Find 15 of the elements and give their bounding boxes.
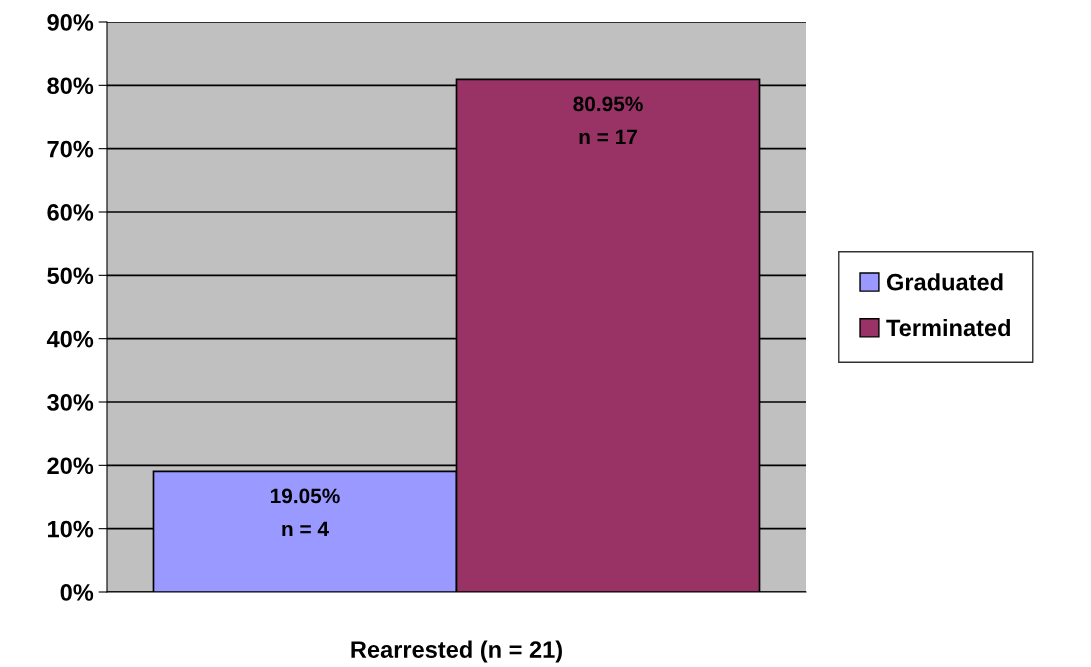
y-tick-label: 0% bbox=[60, 584, 94, 601]
x-tick-label: Rearrested (n = 21) bbox=[351, 640, 562, 663]
y-tick-label: 80% bbox=[47, 77, 94, 95]
y-tick-label: 60% bbox=[47, 204, 94, 221]
y-tick-label: 90% bbox=[47, 14, 94, 31]
legend-label: Graduated bbox=[886, 273, 1003, 291]
data-label: 80.95% n = 17 bbox=[573, 96, 643, 145]
y-tick-label: 10% bbox=[48, 520, 94, 538]
y-tick-label: 50% bbox=[47, 267, 94, 285]
data-label: 19.05% n = 4 bbox=[270, 488, 340, 537]
y-tick-label: 40% bbox=[46, 330, 94, 348]
y-tick-label: 70% bbox=[47, 140, 94, 158]
legend-label: Terminated bbox=[886, 318, 1010, 337]
y-tick-label: 30% bbox=[47, 394, 94, 411]
y-tick-label: 20% bbox=[47, 457, 94, 475]
